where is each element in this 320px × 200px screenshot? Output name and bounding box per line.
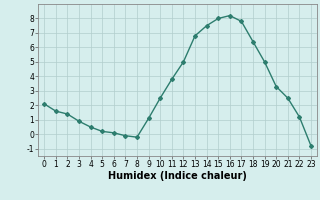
X-axis label: Humidex (Indice chaleur): Humidex (Indice chaleur) [108, 171, 247, 181]
